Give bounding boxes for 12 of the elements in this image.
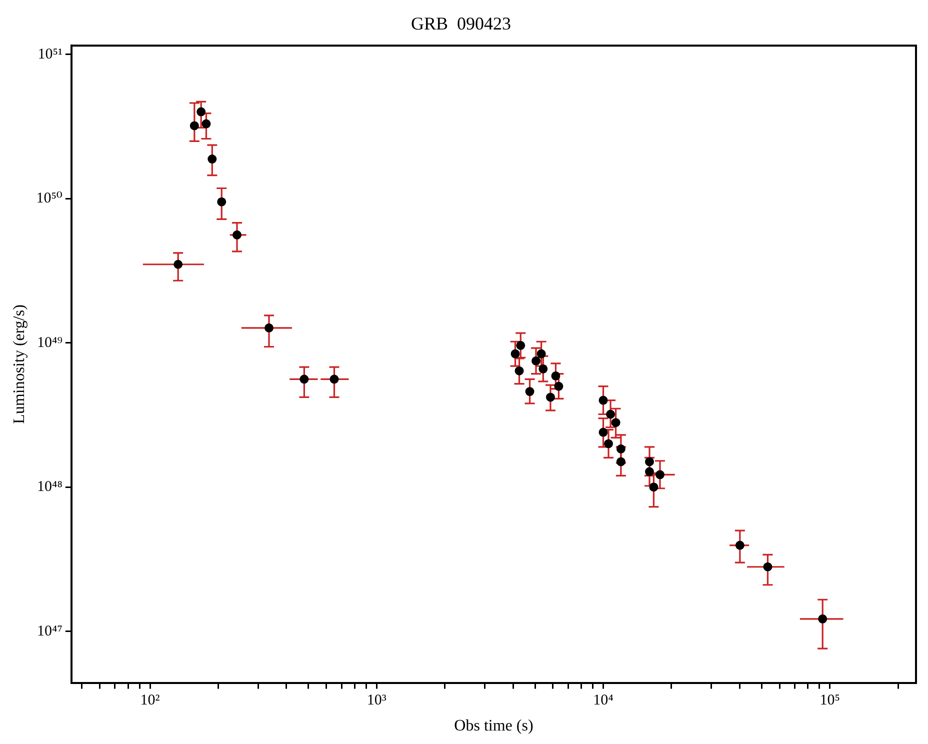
y-tick-label: 10⁵⁰ [36,190,62,207]
y-tick-label: 10⁴⁷ [36,623,62,640]
x-tick-label: 10⁵ [820,692,840,709]
x-tick-label: 10³ [366,692,387,709]
chart-title: GRB 090423 [410,14,512,34]
y-tick-label: 10⁵¹ [38,46,62,62]
x-tick-label: 10⁴ [593,692,614,709]
y-tick-label: 10⁴⁸ [36,479,62,496]
y-tick-label: 10⁴⁹ [36,334,62,351]
y-axis-title: Luminosity (erg/s) [10,304,28,424]
x-axis-title: Obs time (s) [454,718,534,735]
x-tick-label: 10² [140,692,160,709]
